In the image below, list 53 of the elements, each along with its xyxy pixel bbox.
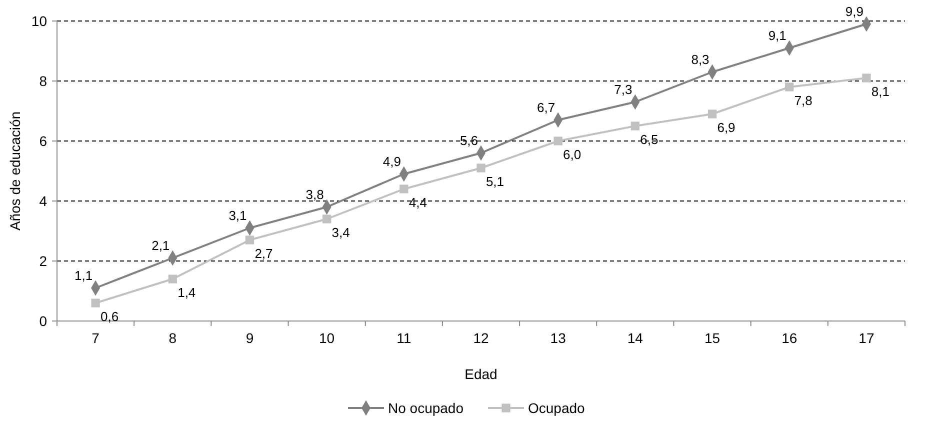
x-tick-label: 13	[550, 330, 566, 346]
y-axis-title: Años de educación	[7, 111, 23, 231]
x-axis-title: Edad	[464, 366, 498, 382]
point	[168, 274, 177, 284]
y-tick-label: 0	[39, 313, 48, 329]
legend-label: Ocupado	[528, 400, 586, 416]
data-label: 3,8	[306, 187, 324, 202]
data-label: 6,9	[717, 120, 736, 135]
x-tick-label: 12	[473, 330, 489, 346]
point	[322, 214, 332, 224]
x-tick-label: 9	[246, 330, 254, 346]
data-label: 1,1	[74, 268, 93, 283]
data-label: 8,3	[691, 52, 710, 67]
point	[862, 74, 871, 82]
y-tick-label: 4	[39, 193, 48, 209]
legend-label: No ocupado	[388, 400, 464, 416]
x-tick-label: 10	[319, 330, 335, 346]
data-label: 9,1	[768, 28, 786, 43]
data-label: 3,4	[332, 225, 350, 240]
x-tick-label: 8	[168, 330, 177, 346]
data-label: 7,3	[614, 82, 632, 97]
data-label: 6,5	[640, 132, 658, 147]
y-tick-label: 10	[31, 13, 48, 29]
data-label: 4,9	[382, 154, 401, 169]
x-tick-label: 17	[858, 330, 874, 346]
data-label: 6,7	[537, 100, 556, 115]
data-label: 9,9	[845, 4, 864, 19]
x-tick-label: 16	[782, 330, 798, 346]
data-label: 2,7	[254, 246, 273, 261]
x-tick-label: 15	[704, 330, 720, 346]
data-label: 7,8	[794, 93, 812, 108]
data-label: 5,1	[486, 174, 504, 189]
x-tick-label: 11	[396, 330, 412, 346]
data-label: 2,1	[152, 238, 170, 253]
data-label: 3,1	[228, 208, 247, 223]
y-tick-label: 6	[39, 133, 48, 149]
data-label: 6,0	[563, 147, 582, 162]
point	[785, 82, 794, 92]
point	[708, 110, 717, 118]
data-label: 0,6	[100, 309, 119, 324]
y-tick-label: 2	[39, 253, 48, 269]
data-label: 1,4	[178, 285, 196, 300]
x-tick-label: 7	[92, 330, 100, 346]
point	[476, 164, 486, 172]
point	[630, 122, 640, 130]
point	[91, 298, 100, 308]
point	[554, 136, 562, 146]
data-label: 8,1	[871, 84, 890, 99]
x-tick-label: 14	[627, 330, 644, 346]
data-label: 4,4	[408, 195, 427, 210]
y-tick-label: 8	[39, 73, 48, 89]
point	[245, 236, 254, 244]
point	[400, 184, 408, 194]
